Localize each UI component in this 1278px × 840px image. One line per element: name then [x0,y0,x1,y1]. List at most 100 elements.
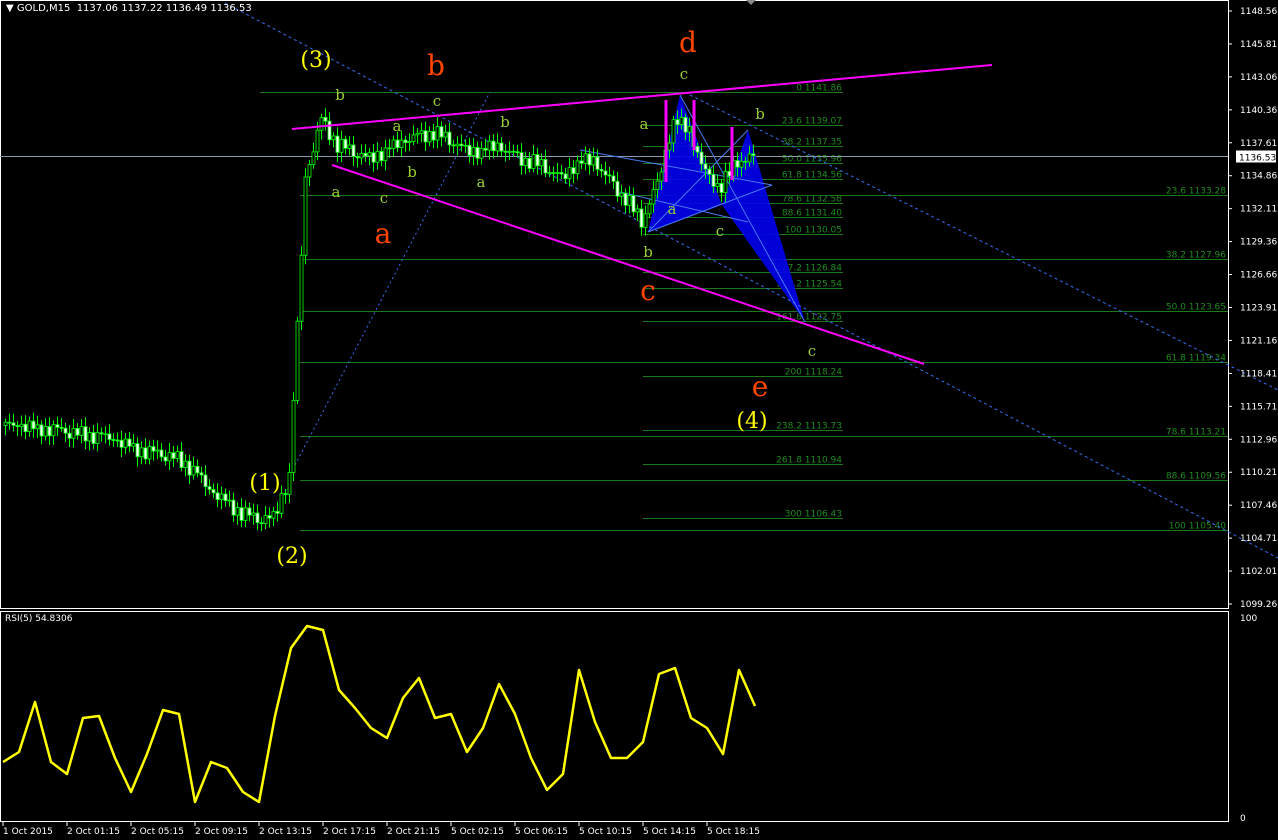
candle-body [487,140,492,151]
time-tick-label: 5 Oct 18:15 [707,827,760,837]
candle-body [311,151,316,165]
fib-ext-label: 161.8 1122.75 [776,313,842,323]
candle-body [427,131,432,143]
fib-ext-label: 100 1130.05 [785,226,842,236]
candle-body [211,489,216,494]
candle-body [295,320,300,401]
price-tick-label: 1121.16 [1240,336,1277,346]
candle-body [379,150,384,162]
price-tick-label: 1143.06 [1240,73,1277,83]
candle-body [459,143,464,147]
candle-body [619,192,624,197]
price-tick-label: 1107.46 [1240,501,1277,511]
candle-body [643,213,648,228]
candle-body [363,152,368,157]
candle-body [267,515,272,519]
time-tick-label: 5 Oct 02:15 [451,827,504,837]
wave-label: b [755,105,765,123]
candle-body [251,512,256,516]
candle-body [543,159,548,174]
candle-body [475,146,480,159]
candle-body [483,147,488,151]
dropdown-arrow-icon[interactable]: ▼ [6,3,14,14]
candle-body [255,512,260,524]
rsi-line [2,624,757,804]
chart-header: ▼ GOLD,M15 1137.06 1137.22 1136.49 1136.… [6,3,252,14]
candle-body [467,144,472,156]
candle-body [371,152,376,163]
candle-body [75,427,80,436]
candle-body [675,119,680,126]
candle-body [471,146,476,156]
wave-label: d [679,26,697,59]
candle-body [119,439,124,448]
candle-body [291,399,296,473]
candle-body [3,421,8,426]
harmonic-line [647,184,773,233]
candle-body [651,189,656,205]
price-tick-label: 1145.81 [1240,40,1277,50]
candle-body [395,139,400,149]
candle-body [631,195,636,213]
candle-body [375,150,380,163]
fib-ext-label: 138.2 1125.54 [776,280,842,290]
candle-body [423,130,428,143]
candle-body [591,156,596,166]
candle-body [339,138,344,153]
candle-body [147,446,152,460]
wave-label: c [433,92,441,110]
candle-body [567,167,572,180]
candle-body [611,175,616,182]
candle-body [55,424,60,428]
candle-body [695,146,700,153]
price-tick-label: 1132.11 [1240,205,1277,215]
candle-body [659,171,664,182]
candle-body [275,510,280,514]
candle-body [87,432,92,442]
candle-body [95,432,100,445]
candle-body [551,172,556,175]
price-tick-label: 1123.91 [1240,304,1277,314]
time-tick-label: 2 Oct 05:15 [131,827,184,837]
symbol-label: GOLD,M15 [16,3,71,14]
candle-body [455,143,460,147]
time-tick-label: 5 Oct 06:15 [515,827,568,837]
rsi-panel-frame [0,611,1229,822]
candle-body [215,492,220,501]
candle-body [627,195,632,206]
wave-label: a [477,173,486,191]
rsi-tick-label: 100 [1240,614,1257,624]
candle-body [315,129,320,153]
high-value: 1137.22 [121,3,163,14]
candle-body [439,126,444,138]
candle-body [203,474,208,488]
harmonic-line [579,149,773,186]
wave-label: c [680,65,688,83]
fib-retr-label: 100 1105.40 [1169,522,1227,532]
wave-label: b [335,86,345,104]
upper-trendline [291,64,993,130]
candle-body [327,120,332,141]
harmonic-triangle [648,95,722,232]
candle-body [679,116,684,126]
candle-body [511,150,516,153]
candle-body [199,472,204,476]
candle-body [239,507,244,521]
candle-body [387,147,392,150]
harmonic-triangle [722,130,805,322]
candle-body [507,150,512,153]
fib-ext-label: 88.6 1131.40 [782,209,842,219]
candle-body [343,138,348,149]
candle-body [115,439,120,442]
wave-label: e [752,370,769,403]
fib-ext-label: 78.6 1132.58 [782,195,842,205]
wave-label: a [640,115,649,133]
candle-body [639,208,644,228]
candle-body [411,134,416,142]
candle-body [23,423,28,432]
candle-body [687,126,692,133]
candle-body [515,151,520,154]
price-tick-label: 1129.36 [1240,238,1277,248]
wave-label: c [808,342,816,360]
